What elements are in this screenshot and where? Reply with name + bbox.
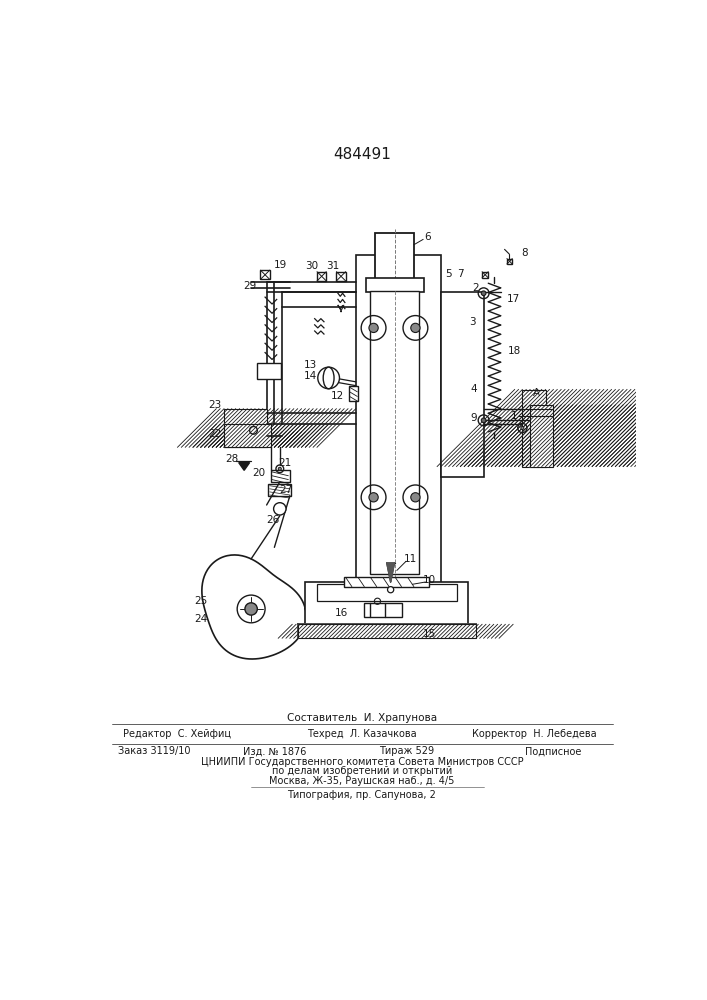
Bar (224, 432, 267, 447)
Bar (363, 603, 402, 617)
Bar (337, 272, 346, 281)
Text: Корректор  Н. Лебедева: Корректор Н. Лебедева (472, 729, 596, 739)
Text: 30: 30 (305, 261, 318, 271)
Text: 14: 14 (304, 371, 317, 381)
Circle shape (245, 603, 257, 615)
Text: 5: 5 (445, 269, 452, 279)
Bar (224, 432, 267, 447)
Text: Составитель  И. Храпунова: Составитель И. Храпунова (287, 713, 437, 723)
Text: 6: 6 (424, 232, 431, 242)
Text: 1: 1 (511, 411, 518, 421)
Bar (298, 624, 476, 638)
Bar (224, 424, 271, 447)
Circle shape (369, 493, 378, 502)
Text: A: A (533, 388, 540, 398)
Text: 3: 3 (469, 317, 475, 327)
Circle shape (279, 467, 281, 470)
Circle shape (369, 323, 378, 333)
Text: 28: 28 (225, 454, 238, 464)
Bar (507, 259, 513, 264)
Text: 17: 17 (506, 294, 520, 304)
Bar (441, 292, 484, 477)
Bar (530, 405, 554, 467)
Polygon shape (530, 405, 554, 466)
Circle shape (411, 323, 420, 333)
Polygon shape (387, 563, 395, 582)
Text: Заказ 3119/10: Заказ 3119/10 (118, 746, 190, 756)
Text: 8: 8 (521, 248, 528, 258)
Bar (224, 409, 267, 447)
Bar (260, 270, 270, 279)
Text: 19: 19 (274, 260, 287, 270)
Text: 23: 23 (208, 400, 221, 410)
Polygon shape (239, 463, 250, 470)
Circle shape (317, 367, 339, 389)
Text: 12: 12 (331, 391, 344, 401)
Text: 10: 10 (423, 575, 436, 585)
Text: Техред  Л. Казачкова: Техред Л. Казачкова (307, 729, 416, 739)
Bar (305, 582, 468, 628)
Bar (349, 386, 358, 401)
Bar (530, 405, 554, 467)
Polygon shape (224, 409, 267, 447)
Text: по делам изобретений и открытий: по делам изобретений и открытий (271, 766, 452, 776)
Bar (298, 624, 476, 638)
Text: Москва, Ж-35, Раушская наб., д. 4/5: Москва, Ж-35, Раушская наб., д. 4/5 (269, 776, 455, 786)
Polygon shape (298, 624, 476, 638)
Text: 9: 9 (470, 413, 477, 423)
Bar (366, 278, 424, 292)
Text: 25: 25 (194, 596, 207, 606)
Text: 2: 2 (472, 283, 479, 293)
Text: 15: 15 (423, 629, 436, 639)
Bar (298, 624, 476, 638)
Bar (317, 584, 457, 601)
Circle shape (481, 418, 486, 423)
Bar (268, 484, 291, 496)
Text: 27: 27 (279, 485, 293, 495)
Circle shape (387, 587, 394, 593)
Polygon shape (224, 424, 271, 447)
Text: 24: 24 (194, 614, 207, 624)
Text: Изд. № 1876: Изд. № 1876 (243, 746, 306, 756)
Circle shape (481, 291, 486, 296)
Bar (317, 272, 327, 281)
Text: 20: 20 (252, 468, 265, 478)
Text: 16: 16 (335, 608, 349, 618)
Bar (344, 577, 429, 587)
Bar (522, 389, 546, 466)
Text: 11: 11 (404, 554, 416, 564)
Bar (257, 363, 281, 379)
Polygon shape (224, 432, 267, 447)
Text: ЦНИИПИ Государственного комитета Совета Министров СССР: ЦНИИПИ Государственного комитета Совета … (201, 757, 523, 767)
Bar (370, 291, 419, 574)
Bar (356, 255, 441, 628)
Text: Редактор  С. Хейфиц: Редактор С. Хейфиц (124, 729, 232, 739)
Text: 22: 22 (208, 429, 221, 439)
Bar (375, 233, 414, 282)
Text: 4: 4 (470, 384, 477, 394)
Bar (482, 272, 489, 278)
Bar (224, 409, 267, 447)
Text: Типография, пр. Сапунова, 2: Типография, пр. Сапунова, 2 (288, 790, 436, 800)
Text: 484491: 484491 (333, 147, 391, 162)
Text: Тираж 529: Тираж 529 (378, 746, 433, 756)
Polygon shape (522, 389, 546, 466)
Text: 21: 21 (279, 458, 292, 468)
Polygon shape (202, 555, 306, 659)
Bar (224, 424, 271, 447)
Circle shape (274, 503, 286, 515)
Text: 13: 13 (304, 360, 317, 370)
Text: 7: 7 (457, 269, 464, 279)
Text: 31: 31 (327, 261, 340, 271)
Circle shape (521, 426, 524, 430)
Text: Подписное: Подписное (525, 746, 582, 756)
Text: 18: 18 (508, 346, 521, 356)
Bar (522, 389, 546, 466)
Ellipse shape (323, 367, 334, 389)
Circle shape (411, 493, 420, 502)
Text: 26: 26 (267, 515, 279, 525)
Text: 29: 29 (243, 281, 256, 291)
Bar (271, 470, 290, 482)
